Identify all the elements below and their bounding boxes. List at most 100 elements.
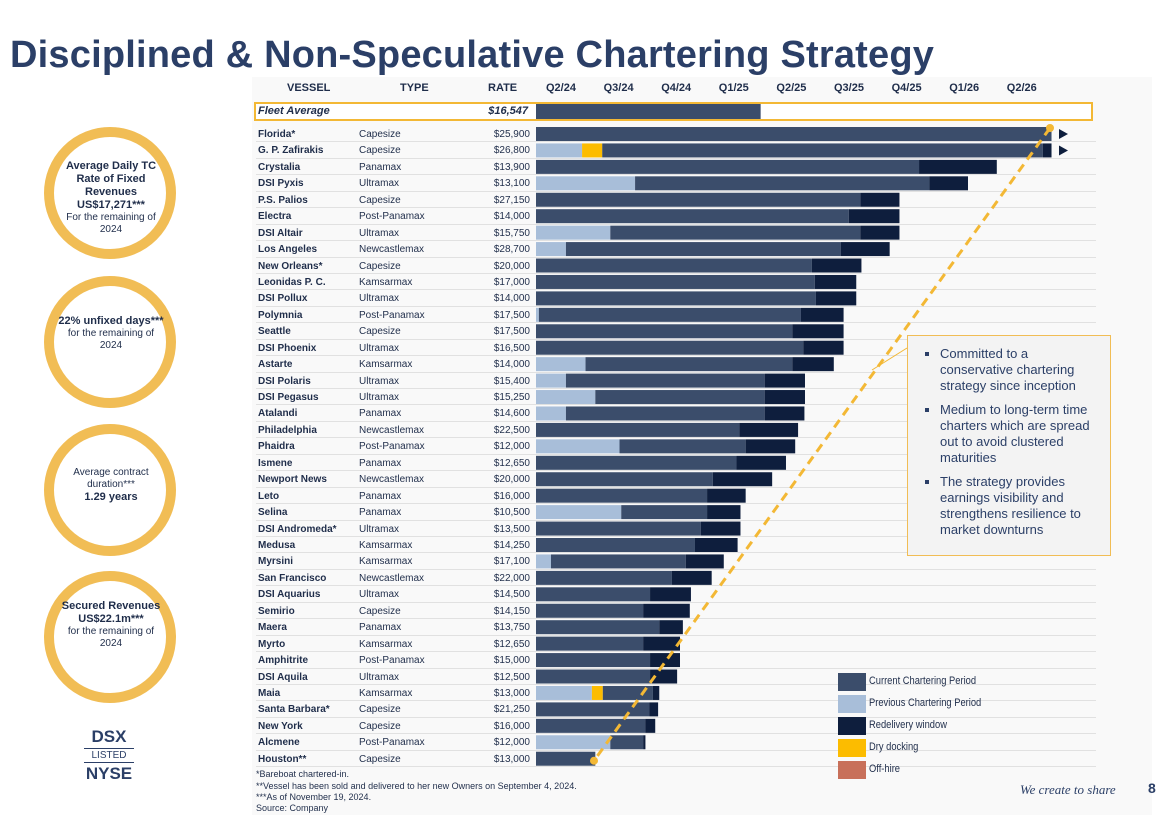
col-header-vessel: VESSEL <box>287 82 331 94</box>
vessel-name: Los Angeles <box>258 244 318 256</box>
row-divider <box>256 601 1096 603</box>
vessel-name: New Orleans* <box>258 260 323 272</box>
bar-segment-previous <box>536 390 596 405</box>
bar-segment-redelivery <box>650 669 678 684</box>
row-divider <box>256 552 1096 554</box>
kpi-2-text: 22% unfixed days*** for the remaining of… <box>56 315 166 352</box>
bar-segment-current <box>536 570 672 585</box>
bar-segment-current <box>621 505 708 520</box>
vessel-name: Crystalia <box>258 161 301 173</box>
vessel-rate: $13,900 <box>493 161 530 173</box>
kpi-3-bold: 1.29 years <box>84 491 138 503</box>
bar-segment-current <box>619 439 746 454</box>
bar-segment-current <box>536 653 651 668</box>
row-divider <box>256 453 1096 455</box>
bar-segment-redelivery <box>800 307 844 322</box>
vessel-type: Capesize <box>359 720 401 732</box>
bar-segment-redelivery <box>643 603 690 618</box>
bar-segment-current <box>536 291 816 306</box>
bar-segment-redelivery <box>792 357 834 372</box>
col-header-type: TYPE <box>400 82 429 94</box>
legend-swatch <box>838 695 866 713</box>
vessel-rate: $12,650 <box>493 457 530 469</box>
vessel-name: Myrto <box>258 638 286 650</box>
vessel-rate: $13,500 <box>493 523 530 535</box>
bar-segment-previous <box>536 685 592 700</box>
vessel-type: Ultramax <box>359 392 400 404</box>
vessel-type: Post-Panamax <box>359 737 425 749</box>
vessel-type: Panamax <box>359 408 402 420</box>
vessel-type: Ultramax <box>359 523 400 535</box>
bar-segment-current <box>536 587 651 602</box>
vessel-rate: $14,600 <box>493 408 530 420</box>
bar-segment-redelivery <box>815 291 857 306</box>
row-divider <box>256 338 1096 340</box>
vessel-rate: $20,000 <box>493 260 530 272</box>
row-divider <box>256 519 1096 521</box>
bar-segment-drydock <box>591 685 603 700</box>
vessel-type: Newcastlemax <box>359 474 425 486</box>
vessel-type: Kamsarmax <box>359 359 413 371</box>
bar-segment-previous <box>536 439 620 454</box>
bar-segment-previous <box>536 735 611 750</box>
vessel-rate: $13,000 <box>493 687 530 699</box>
bar-segment-current <box>536 258 812 273</box>
bar-segment-redelivery <box>814 274 857 289</box>
bar-segment-previous <box>536 307 539 322</box>
bar-segment-redelivery <box>840 242 890 257</box>
callout-item-1: Committed to a conservative chartering s… <box>940 346 1102 394</box>
row-divider <box>256 618 1096 620</box>
legend-label: Redelivery window <box>869 719 947 731</box>
vessel-name: Polymnia <box>258 309 303 321</box>
bar-segment-current <box>595 390 765 405</box>
page-title: Disciplined & Non-Speculative Chartering… <box>10 34 935 76</box>
bar-segment-redelivery <box>811 258 862 273</box>
row-divider <box>256 536 1096 537</box>
logo-bottom: NYSE <box>85 764 133 783</box>
bar-segment-current <box>536 636 644 651</box>
vessel-type: Capesize <box>359 194 401 206</box>
bar-segment-redelivery <box>792 324 844 339</box>
bar-segment-current <box>585 357 793 372</box>
bar-segment-current <box>536 324 793 339</box>
vessel-name: Florida* <box>258 129 296 140</box>
vessel-rate: $16,500 <box>493 342 530 354</box>
legend-label: Dry docking <box>869 741 919 753</box>
footnote-4: Source: Company <box>256 803 329 813</box>
row-divider <box>256 749 1096 751</box>
callout-connector <box>871 347 908 371</box>
legend-label: Current Chartering Period <box>869 675 977 687</box>
vessel-name: Electra <box>258 211 292 223</box>
vessel-name: Seattle <box>258 326 291 338</box>
kpi-1-sub: For the remaining of 2024 <box>66 212 156 235</box>
vessel-type: Capesize <box>359 605 401 617</box>
legend-swatch <box>838 761 866 779</box>
vessel-name: Philadelphia <box>258 424 317 436</box>
row-divider <box>256 388 1096 390</box>
vessel-name: Phaidra <box>258 441 295 453</box>
bar-segment-redelivery <box>848 209 900 224</box>
row-divider <box>256 256 1096 258</box>
bar-segment-redelivery <box>860 225 900 240</box>
vessel-rate: $16,000 <box>493 490 530 502</box>
vessel-name: DSI Polaris <box>258 375 311 387</box>
vessel-type: Ultramax <box>359 293 400 305</box>
vessel-type: Kamsarmax <box>359 540 413 551</box>
vessel-name: Ismene <box>258 457 293 469</box>
vessel-name: Alcmene <box>258 737 300 749</box>
vessel-rate: $15,750 <box>493 227 530 239</box>
row-divider <box>256 240 1096 242</box>
bar-segment-redelivery <box>649 702 659 717</box>
vessel-name: Medusa <box>258 540 296 551</box>
bar-segment-current <box>536 127 1052 141</box>
row-divider <box>256 733 1096 735</box>
x-tick-label: Q2/24 <box>546 82 576 94</box>
vessel-rate: $25,900 <box>493 129 530 140</box>
vessel-type: Panamax <box>359 507 402 519</box>
bar-segment-redelivery <box>652 685 660 700</box>
vessel-name: Semirio <box>258 605 295 617</box>
row-divider <box>256 667 1096 669</box>
vessel-rate: $15,400 <box>493 375 530 387</box>
fleet-average-label: Fleet Average <box>258 105 330 117</box>
vessel-rate: $15,000 <box>493 655 530 667</box>
